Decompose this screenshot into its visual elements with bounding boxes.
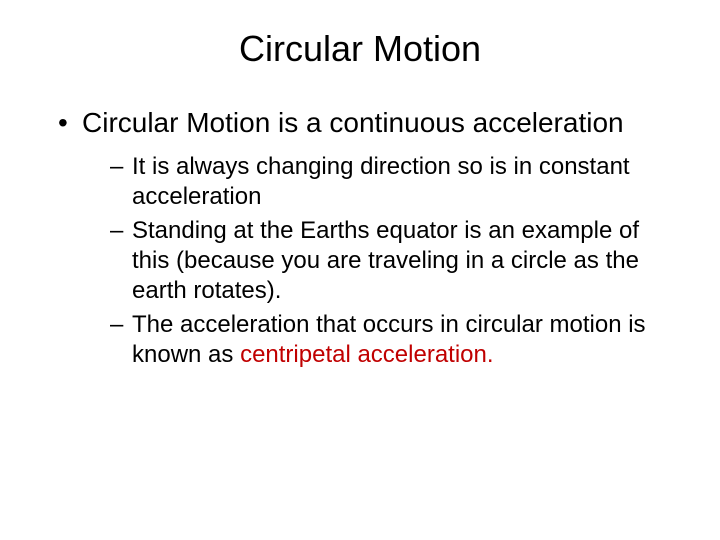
bullet-list-level1: Circular Motion is a continuous accelera… <box>40 106 680 370</box>
sub-bullet-highlight: centripetal acceleration. <box>240 341 493 368</box>
sub-bullet-text: Standing at the Earths equator is an exa… <box>132 217 639 304</box>
sub-bullet-text: It is always changing direction so is in… <box>132 153 630 210</box>
sub-bullet-item: The acceleration that occurs in circular… <box>110 310 680 370</box>
slide-title: Circular Motion <box>40 28 680 70</box>
sub-bullet-item: It is always changing direction so is in… <box>110 152 680 212</box>
slide: Circular Motion Circular Motion is a con… <box>0 0 720 540</box>
bullet-list-level2: It is always changing direction so is in… <box>82 152 680 370</box>
sub-bullet-item: Standing at the Earths equator is an exa… <box>110 216 680 306</box>
bullet-item: Circular Motion is a continuous accelera… <box>58 106 680 370</box>
bullet-text: Circular Motion is a continuous accelera… <box>82 107 624 138</box>
